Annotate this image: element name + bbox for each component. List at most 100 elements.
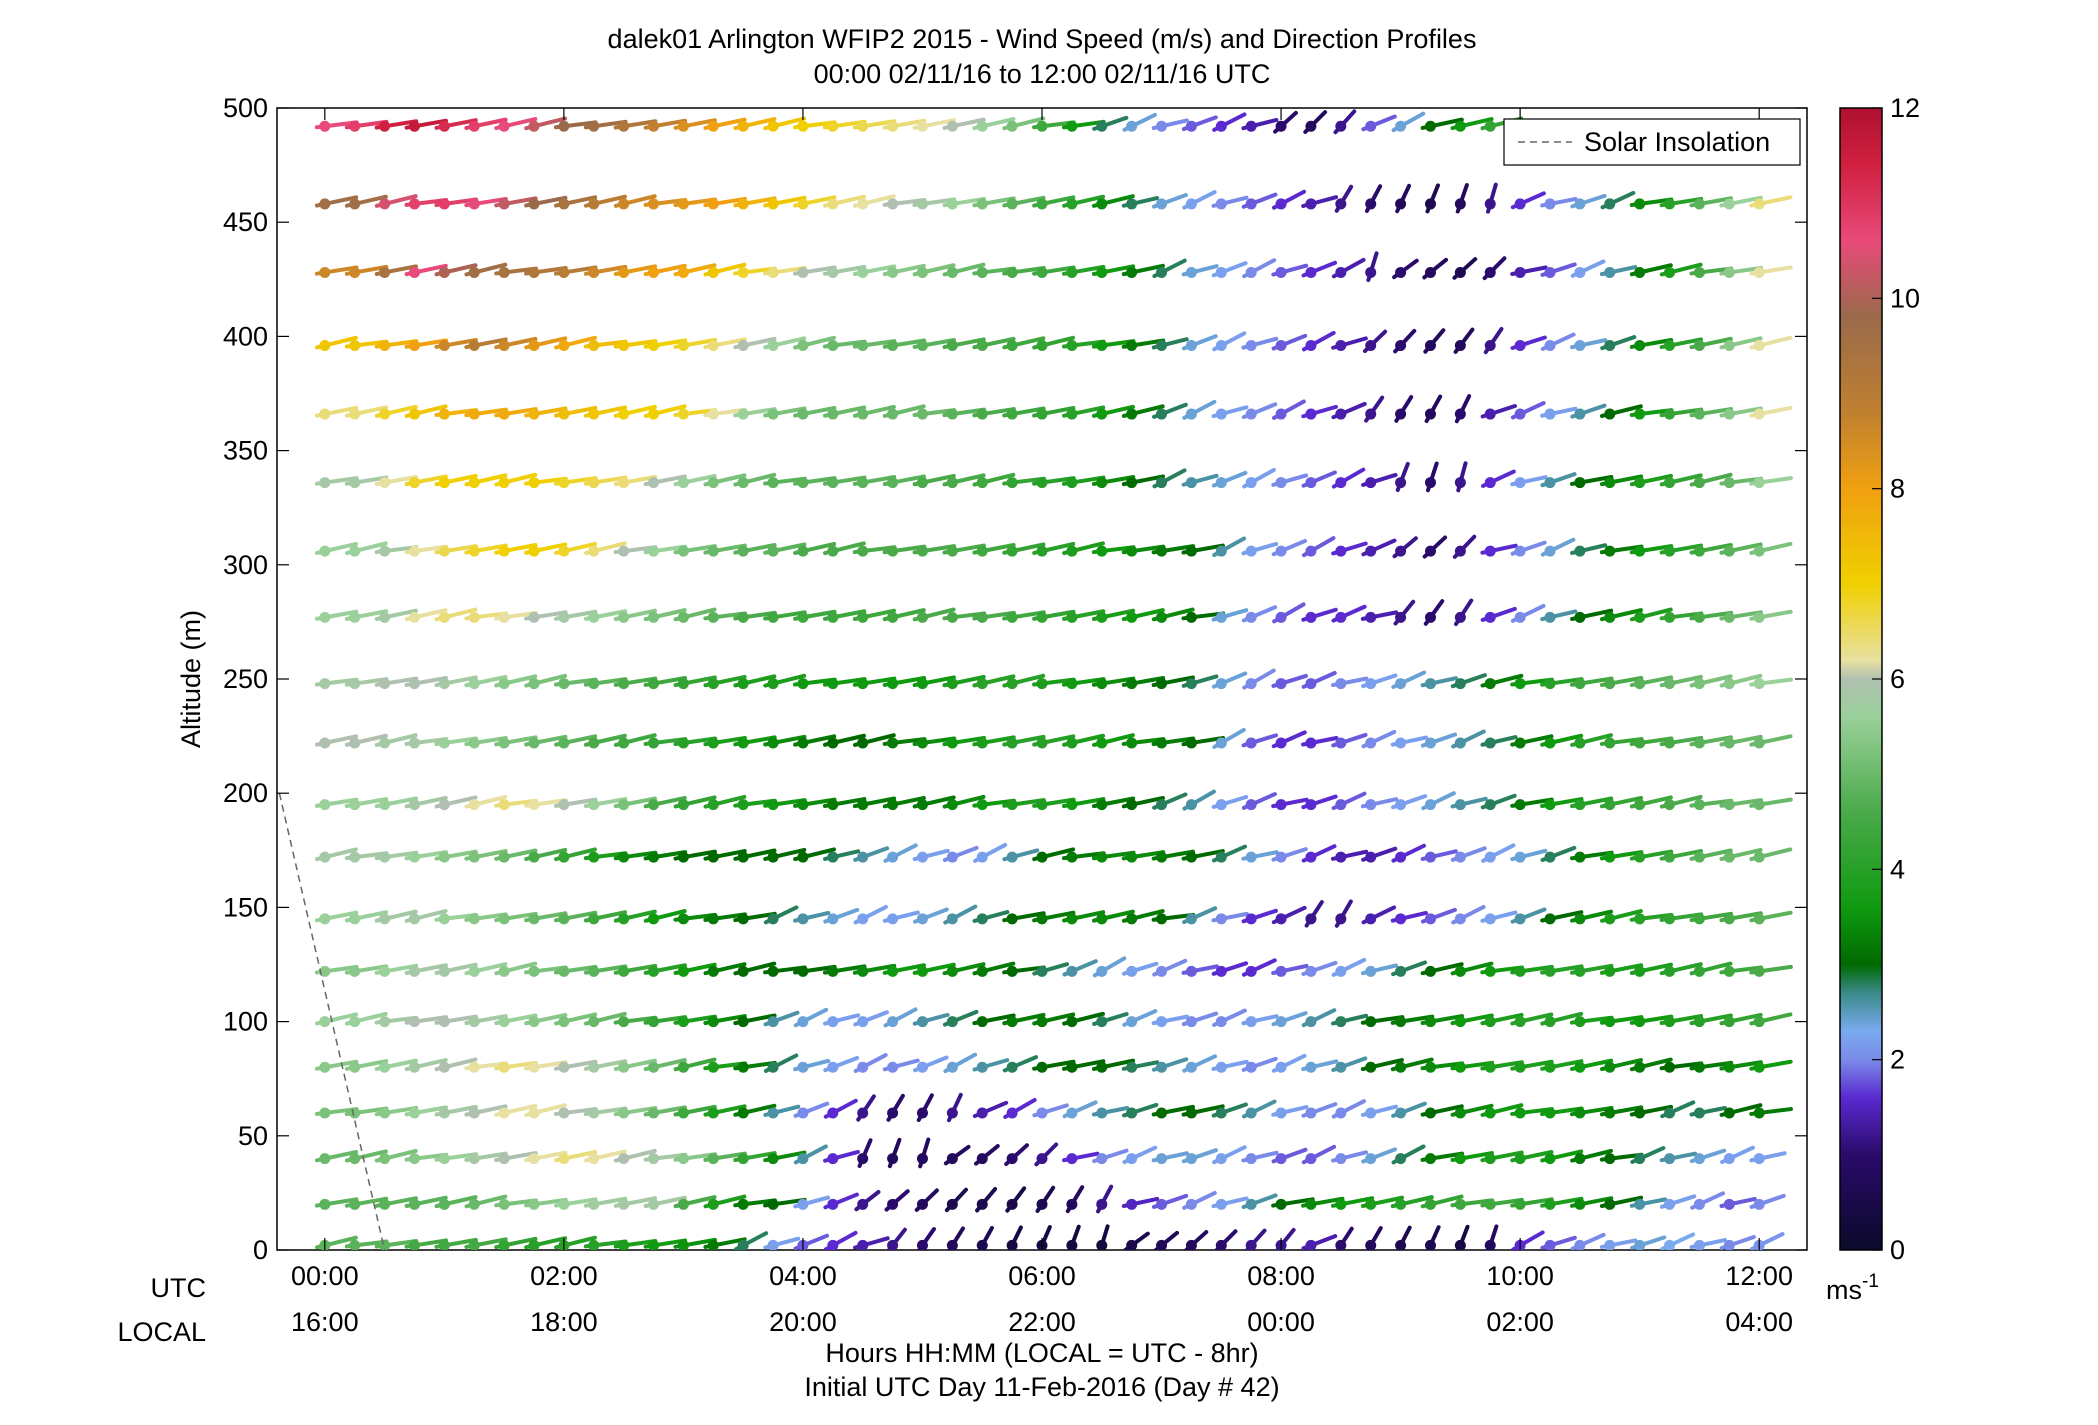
- wind-barb-dot: [1126, 965, 1138, 977]
- wind-barb-dot: [618, 477, 630, 489]
- wind-barb-dot: [1604, 1198, 1616, 1210]
- wind-barb-dot: [1395, 611, 1407, 623]
- wind-barb-dot: [1275, 1153, 1287, 1165]
- wind-barb-dot: [498, 120, 510, 132]
- wind-barb-dot: [857, 198, 869, 210]
- wind-barb-dot: [1395, 1153, 1407, 1165]
- wind-barb-dot: [379, 120, 391, 132]
- wind-barb-dot: [379, 198, 391, 210]
- wind-barb-dot: [528, 266, 540, 278]
- wind-barb-dot: [1395, 408, 1407, 420]
- wind-barb-dot: [1365, 1153, 1377, 1165]
- wind-barb-dot: [588, 1061, 600, 1073]
- wind-barb-dot: [1664, 737, 1676, 749]
- wind-barb-dot: [648, 477, 660, 489]
- wind-barb-dot: [379, 913, 391, 925]
- wind-barb-dot: [1693, 678, 1705, 690]
- wind-barb-dot: [707, 851, 719, 863]
- wind-barb-dot: [528, 1107, 540, 1119]
- wind-barb-dot: [558, 1198, 570, 1210]
- wind-barb-dot: [1096, 799, 1108, 811]
- wind-barb-dot: [1484, 408, 1496, 420]
- x-tick-label-local: 18:00: [530, 1307, 598, 1337]
- wind-barb-dot: [1664, 198, 1676, 210]
- wind-barb-dot: [588, 1107, 600, 1119]
- wind-barb-dot: [349, 1107, 361, 1119]
- wind-barb-dot: [946, 1016, 958, 1028]
- wind-barb-dot: [707, 408, 719, 420]
- wind-barb-dot: [1693, 1016, 1705, 1028]
- wind-barb-dot: [1484, 340, 1496, 352]
- wind-barb-dot: [1156, 340, 1168, 352]
- wind-barb-dot: [1395, 965, 1407, 977]
- wind-barb-dot: [349, 198, 361, 210]
- wind-barb-dot: [349, 1016, 361, 1028]
- wind-barb-dot: [1514, 1016, 1526, 1028]
- wind-barb-dot: [827, 799, 839, 811]
- wind-barb-dot: [1305, 340, 1317, 352]
- wind-barb-dot: [1066, 611, 1078, 623]
- wind-barb-dot: [1335, 340, 1347, 352]
- x-tick-label-local: 02:00: [1486, 1307, 1554, 1337]
- wind-barb-dot: [916, 545, 928, 557]
- wind-barb-dot: [1693, 1153, 1705, 1165]
- wind-barb-dot: [1335, 965, 1347, 977]
- wind-barb-dot: [588, 545, 600, 557]
- wind-barb-dot: [438, 1153, 450, 1165]
- wind-barb-dot: [1574, 678, 1586, 690]
- wind-barb-dot: [468, 477, 480, 489]
- wind-barb-dot: [1693, 1061, 1705, 1073]
- x-axis-label: Hours HH:MM (LOCAL = UTC - 8hr): [825, 1338, 1258, 1368]
- wind-barb-dot: [1454, 408, 1466, 420]
- wind-barb-dot: [976, 737, 988, 749]
- wind-barb-dot: [1096, 737, 1108, 749]
- wind-barb-dot: [1753, 1016, 1765, 1028]
- wind-barb-dot: [1215, 965, 1227, 977]
- y-tick-label: 100: [223, 1007, 268, 1037]
- wind-barb-dot: [1723, 611, 1735, 623]
- wind-barb-dot: [498, 1198, 510, 1210]
- wind-barb-dot: [1185, 340, 1197, 352]
- wind-barb-dot: [1365, 1107, 1377, 1119]
- wind-barb-dot: [827, 545, 839, 557]
- wind-barb-dot: [1156, 851, 1168, 863]
- wind-barb-dot: [319, 340, 331, 352]
- wind-barb-dot: [737, 1239, 749, 1250]
- wind-barb-dot: [1723, 266, 1735, 278]
- wind-barb-dot: [558, 799, 570, 811]
- wind-barb-dot: [558, 198, 570, 210]
- wind-barb-dot: [319, 851, 331, 863]
- wind-barb-dot: [797, 545, 809, 557]
- wind-barb-dot: [1245, 266, 1257, 278]
- wind-barb-dot: [1096, 266, 1108, 278]
- wind-barb-dot: [349, 1198, 361, 1210]
- wind-barb-dot: [1753, 851, 1765, 863]
- wind-barb-dot: [1036, 851, 1048, 863]
- wind-barb-dot: [797, 266, 809, 278]
- wind-barb-dot: [827, 965, 839, 977]
- wind-barb-dot: [677, 198, 689, 210]
- wind-barb-dot: [1395, 851, 1407, 863]
- wind-barb-dot: [1215, 1061, 1227, 1073]
- wind-barb-dot: [1634, 198, 1646, 210]
- wind-barb-dot: [319, 913, 331, 925]
- wind-barb-dot: [1066, 737, 1078, 749]
- wind-barb-dot: [1036, 1198, 1048, 1210]
- wind-barb-dot: [1574, 408, 1586, 420]
- wind-barb-dot: [1066, 851, 1078, 863]
- wind-barb-dot: [827, 1107, 839, 1119]
- wind-barb-dot: [558, 1016, 570, 1028]
- wind-barb-dot: [1185, 120, 1197, 132]
- wind-barb-dot: [1215, 1016, 1227, 1028]
- wind-barb-dot: [1634, 340, 1646, 352]
- wind-barb-dot: [1096, 913, 1108, 925]
- wind-barb-dot: [498, 1107, 510, 1119]
- wind-barb-dot: [1006, 913, 1018, 925]
- wind-barb-dot: [827, 1198, 839, 1210]
- wind-barb-dot: [976, 1061, 988, 1073]
- wind-barb-dot: [767, 737, 779, 749]
- wind-barb-dot: [887, 799, 899, 811]
- wind-barb-dot: [349, 120, 361, 132]
- wind-barb-dot: [1484, 965, 1496, 977]
- wind-barb-dot: [767, 198, 779, 210]
